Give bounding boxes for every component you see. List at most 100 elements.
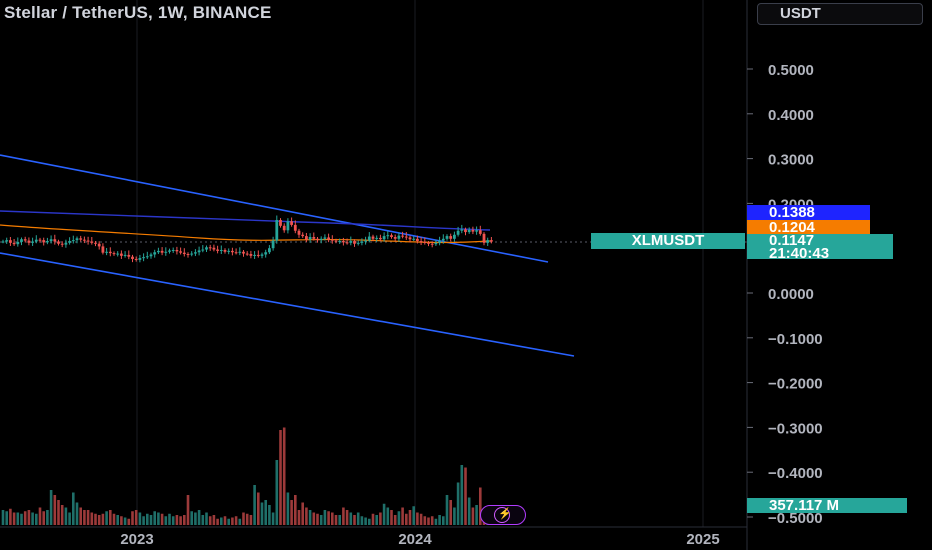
time-tick-label: 2024 [398, 531, 432, 548]
candle-body [120, 253, 123, 256]
candle-body [1, 241, 5, 243]
price-tick-label: −0.3000 [768, 420, 823, 437]
volume-bar [312, 512, 316, 525]
volume-bar [453, 507, 456, 525]
volume-bar [227, 518, 230, 525]
candle-body [323, 237, 327, 239]
candle-body [194, 252, 197, 254]
candle-body [164, 251, 168, 253]
candle-body [134, 258, 138, 260]
volume-bar [353, 515, 356, 525]
candle-body [53, 239, 57, 242]
volume-badge: 357.117 M [747, 498, 907, 514]
channel-upper-trendline[interactable] [0, 154, 549, 263]
volume-bar [49, 490, 53, 525]
candle-body [345, 242, 349, 244]
volume-bar [308, 510, 312, 525]
volume-bar [294, 495, 297, 525]
volume-bar [345, 510, 349, 525]
candle-body [419, 241, 423, 243]
volume-bar [231, 517, 234, 525]
channel-lower-trendline[interactable] [0, 252, 575, 357]
volume-bar [197, 510, 201, 525]
candle-body [386, 235, 390, 237]
candle-body [379, 237, 382, 240]
candle-body [105, 251, 108, 253]
candle-body [305, 236, 308, 240]
volume-bar [12, 512, 16, 525]
price-tick-label: −0.1000 [768, 331, 823, 348]
candle-body [282, 225, 286, 231]
candle-body [404, 236, 408, 238]
candle-body [160, 250, 164, 253]
volume-bar [86, 510, 90, 525]
volume-bar [375, 515, 378, 525]
volume-bar [83, 510, 86, 525]
volume-bar [116, 515, 119, 525]
volume-bar [349, 512, 353, 525]
volume-bar [430, 516, 434, 525]
candle-body [416, 238, 419, 242]
volume-bar [20, 513, 23, 525]
volume-bar [64, 507, 68, 525]
volume-bar [105, 511, 108, 525]
volume-bar [286, 492, 290, 525]
time-tick-label: 2023 [120, 531, 153, 548]
candle-body [171, 249, 175, 251]
candle-body [208, 247, 212, 249]
volume-bar [238, 518, 242, 525]
candle-body [46, 241, 49, 243]
volume-bar [175, 515, 179, 525]
volume-bar [331, 512, 334, 525]
candle-body [201, 249, 205, 251]
volume-bar [57, 500, 60, 525]
volume-bar [127, 518, 131, 525]
candle-body [157, 250, 160, 253]
volume-bar [282, 427, 286, 525]
candle-body [286, 221, 290, 231]
candle-body [179, 251, 182, 253]
flash-button[interactable]: ⚡ [480, 505, 526, 525]
candle-body [34, 239, 38, 242]
candle-body [264, 252, 268, 255]
volume-bar [323, 510, 327, 525]
candle-body [219, 249, 223, 251]
volume-bar [1, 510, 5, 525]
candle-body [68, 241, 71, 243]
price-tick-label: −0.4000 [768, 465, 823, 482]
volume-bar [60, 505, 64, 525]
volume-bar [342, 507, 345, 525]
candle-body [108, 251, 112, 254]
time-tick-label: 2025 [686, 531, 719, 548]
candle-body [64, 242, 68, 245]
candle-body [249, 254, 253, 256]
candle-body [16, 241, 20, 245]
candle-body [471, 229, 475, 232]
volume-bar [427, 517, 430, 525]
volume-bar [405, 513, 408, 525]
candle-body [131, 256, 134, 259]
volume-bar [397, 511, 401, 525]
candle-body [371, 236, 375, 239]
volume-bar [416, 512, 419, 525]
volume-bar [205, 512, 208, 525]
volume-bar [9, 508, 12, 525]
volume-bar [216, 518, 219, 525]
candle-body [205, 247, 208, 250]
candle-body [408, 237, 412, 240]
volume-bar [393, 515, 397, 525]
volume-bar [101, 513, 105, 525]
currency-selector[interactable]: USDT [757, 3, 923, 25]
volume-bar [260, 502, 264, 525]
candle-body [367, 236, 371, 241]
price-tick-label: 0.0000 [768, 286, 814, 303]
volume-bar [386, 507, 390, 525]
candle-body [101, 246, 105, 253]
volume-bar [5, 511, 8, 525]
candle-body [490, 240, 493, 242]
volume-bar [460, 465, 464, 525]
candle-body [401, 235, 404, 237]
volume-bar [456, 482, 460, 525]
volume-bar [275, 460, 279, 525]
